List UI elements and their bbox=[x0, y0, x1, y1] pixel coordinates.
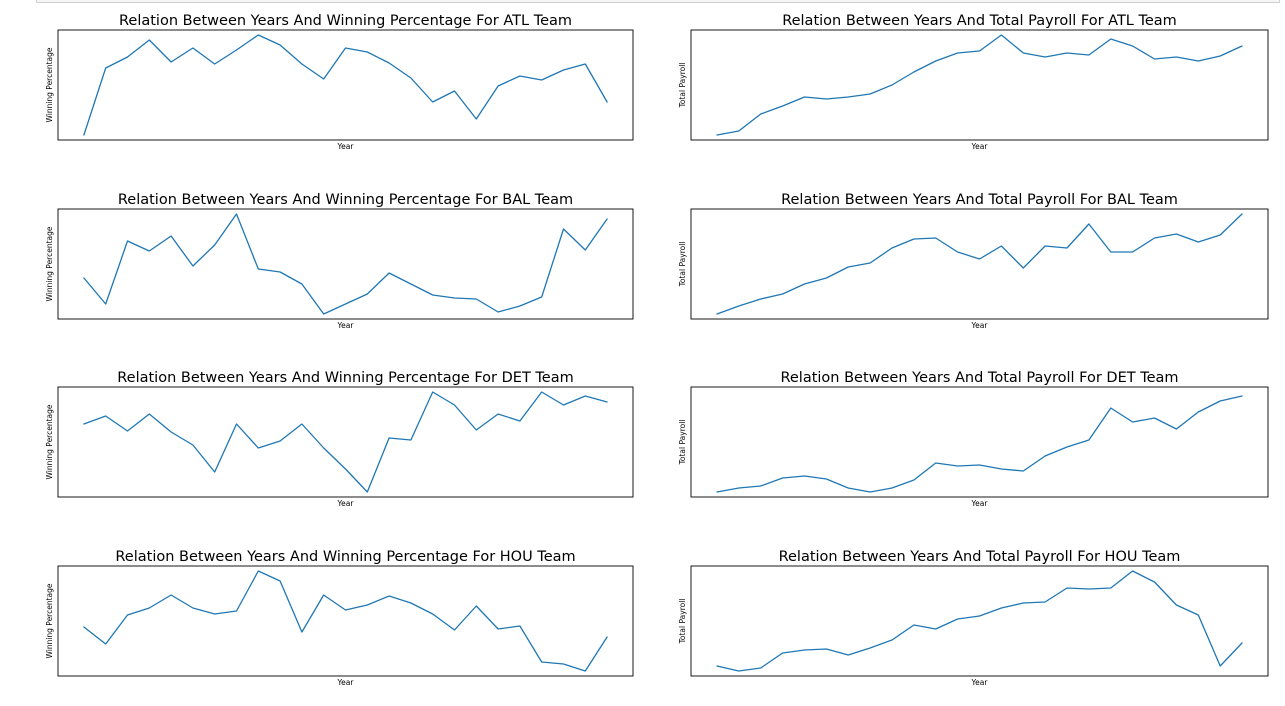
series-line-bal bbox=[83, 213, 608, 315]
chart-panel-5: Relation Between Years And Winning Perce… bbox=[45, 370, 634, 508]
chart-panel-2: Relation Between Years And Total Payroll… bbox=[678, 13, 1269, 151]
plot-area bbox=[57, 208, 634, 320]
plot-area bbox=[57, 565, 634, 677]
plot-area bbox=[690, 29, 1269, 141]
y-axis-label: Total Payroll bbox=[678, 242, 687, 288]
x-axis-label: Year bbox=[971, 678, 989, 687]
notebook-output-frame bbox=[36, 0, 1280, 3]
plot-area bbox=[57, 29, 634, 141]
chart-title: Relation Between Years And Total Payroll… bbox=[780, 370, 1178, 386]
series-line-hou bbox=[716, 570, 1243, 672]
plot-area bbox=[690, 386, 1269, 498]
series-line-atl bbox=[83, 34, 608, 136]
x-axis-label: Year bbox=[971, 499, 989, 508]
chart-title: Relation Between Years And Winning Perce… bbox=[115, 549, 575, 565]
plot-area bbox=[57, 386, 634, 498]
chart-title: Relation Between Years And Total Payroll… bbox=[779, 549, 1181, 565]
y-axis-label: Total Payroll bbox=[678, 599, 687, 645]
x-axis-label: Year bbox=[337, 499, 355, 508]
y-axis-label: Winning Percentage bbox=[45, 404, 54, 479]
series-line-det bbox=[716, 395, 1243, 493]
series-line-det bbox=[83, 391, 608, 493]
x-axis-label: Year bbox=[337, 142, 355, 151]
y-axis-label: Total Payroll bbox=[678, 420, 687, 466]
chart-panel-4: Relation Between Years And Total Payroll… bbox=[678, 192, 1269, 330]
series-line-hou bbox=[83, 570, 608, 672]
y-axis-label: Winning Percentage bbox=[45, 583, 54, 658]
x-axis-label: Year bbox=[337, 321, 355, 330]
chart-title: Relation Between Years And Total Payroll… bbox=[782, 13, 1177, 29]
series-line-atl bbox=[716, 34, 1243, 136]
chart-panel-3: Relation Between Years And Winning Perce… bbox=[45, 192, 634, 330]
chart-panel-7: Relation Between Years And Winning Perce… bbox=[45, 549, 634, 687]
y-axis-label: Total Payroll bbox=[678, 63, 687, 109]
x-axis-label: Year bbox=[337, 678, 355, 687]
chart-title: Relation Between Years And Winning Perce… bbox=[117, 370, 574, 386]
y-axis-label: Winning Percentage bbox=[45, 47, 54, 122]
chart-title: Relation Between Years And Winning Perce… bbox=[118, 192, 573, 208]
chart-title: Relation Between Years And Winning Perce… bbox=[119, 13, 572, 29]
chart-panel-8: Relation Between Years And Total Payroll… bbox=[678, 549, 1269, 687]
x-axis-label: Year bbox=[971, 142, 989, 151]
series-line-bal bbox=[716, 213, 1243, 315]
plot-area bbox=[690, 565, 1269, 677]
plot-area bbox=[690, 208, 1269, 320]
x-axis-label: Year bbox=[971, 321, 989, 330]
chart-panel-1: Relation Between Years And Winning Perce… bbox=[45, 13, 634, 151]
y-axis-label: Winning Percentage bbox=[45, 226, 54, 301]
chart-title: Relation Between Years And Total Payroll… bbox=[781, 192, 1178, 208]
chart-panel-6: Relation Between Years And Total Payroll… bbox=[678, 370, 1269, 508]
